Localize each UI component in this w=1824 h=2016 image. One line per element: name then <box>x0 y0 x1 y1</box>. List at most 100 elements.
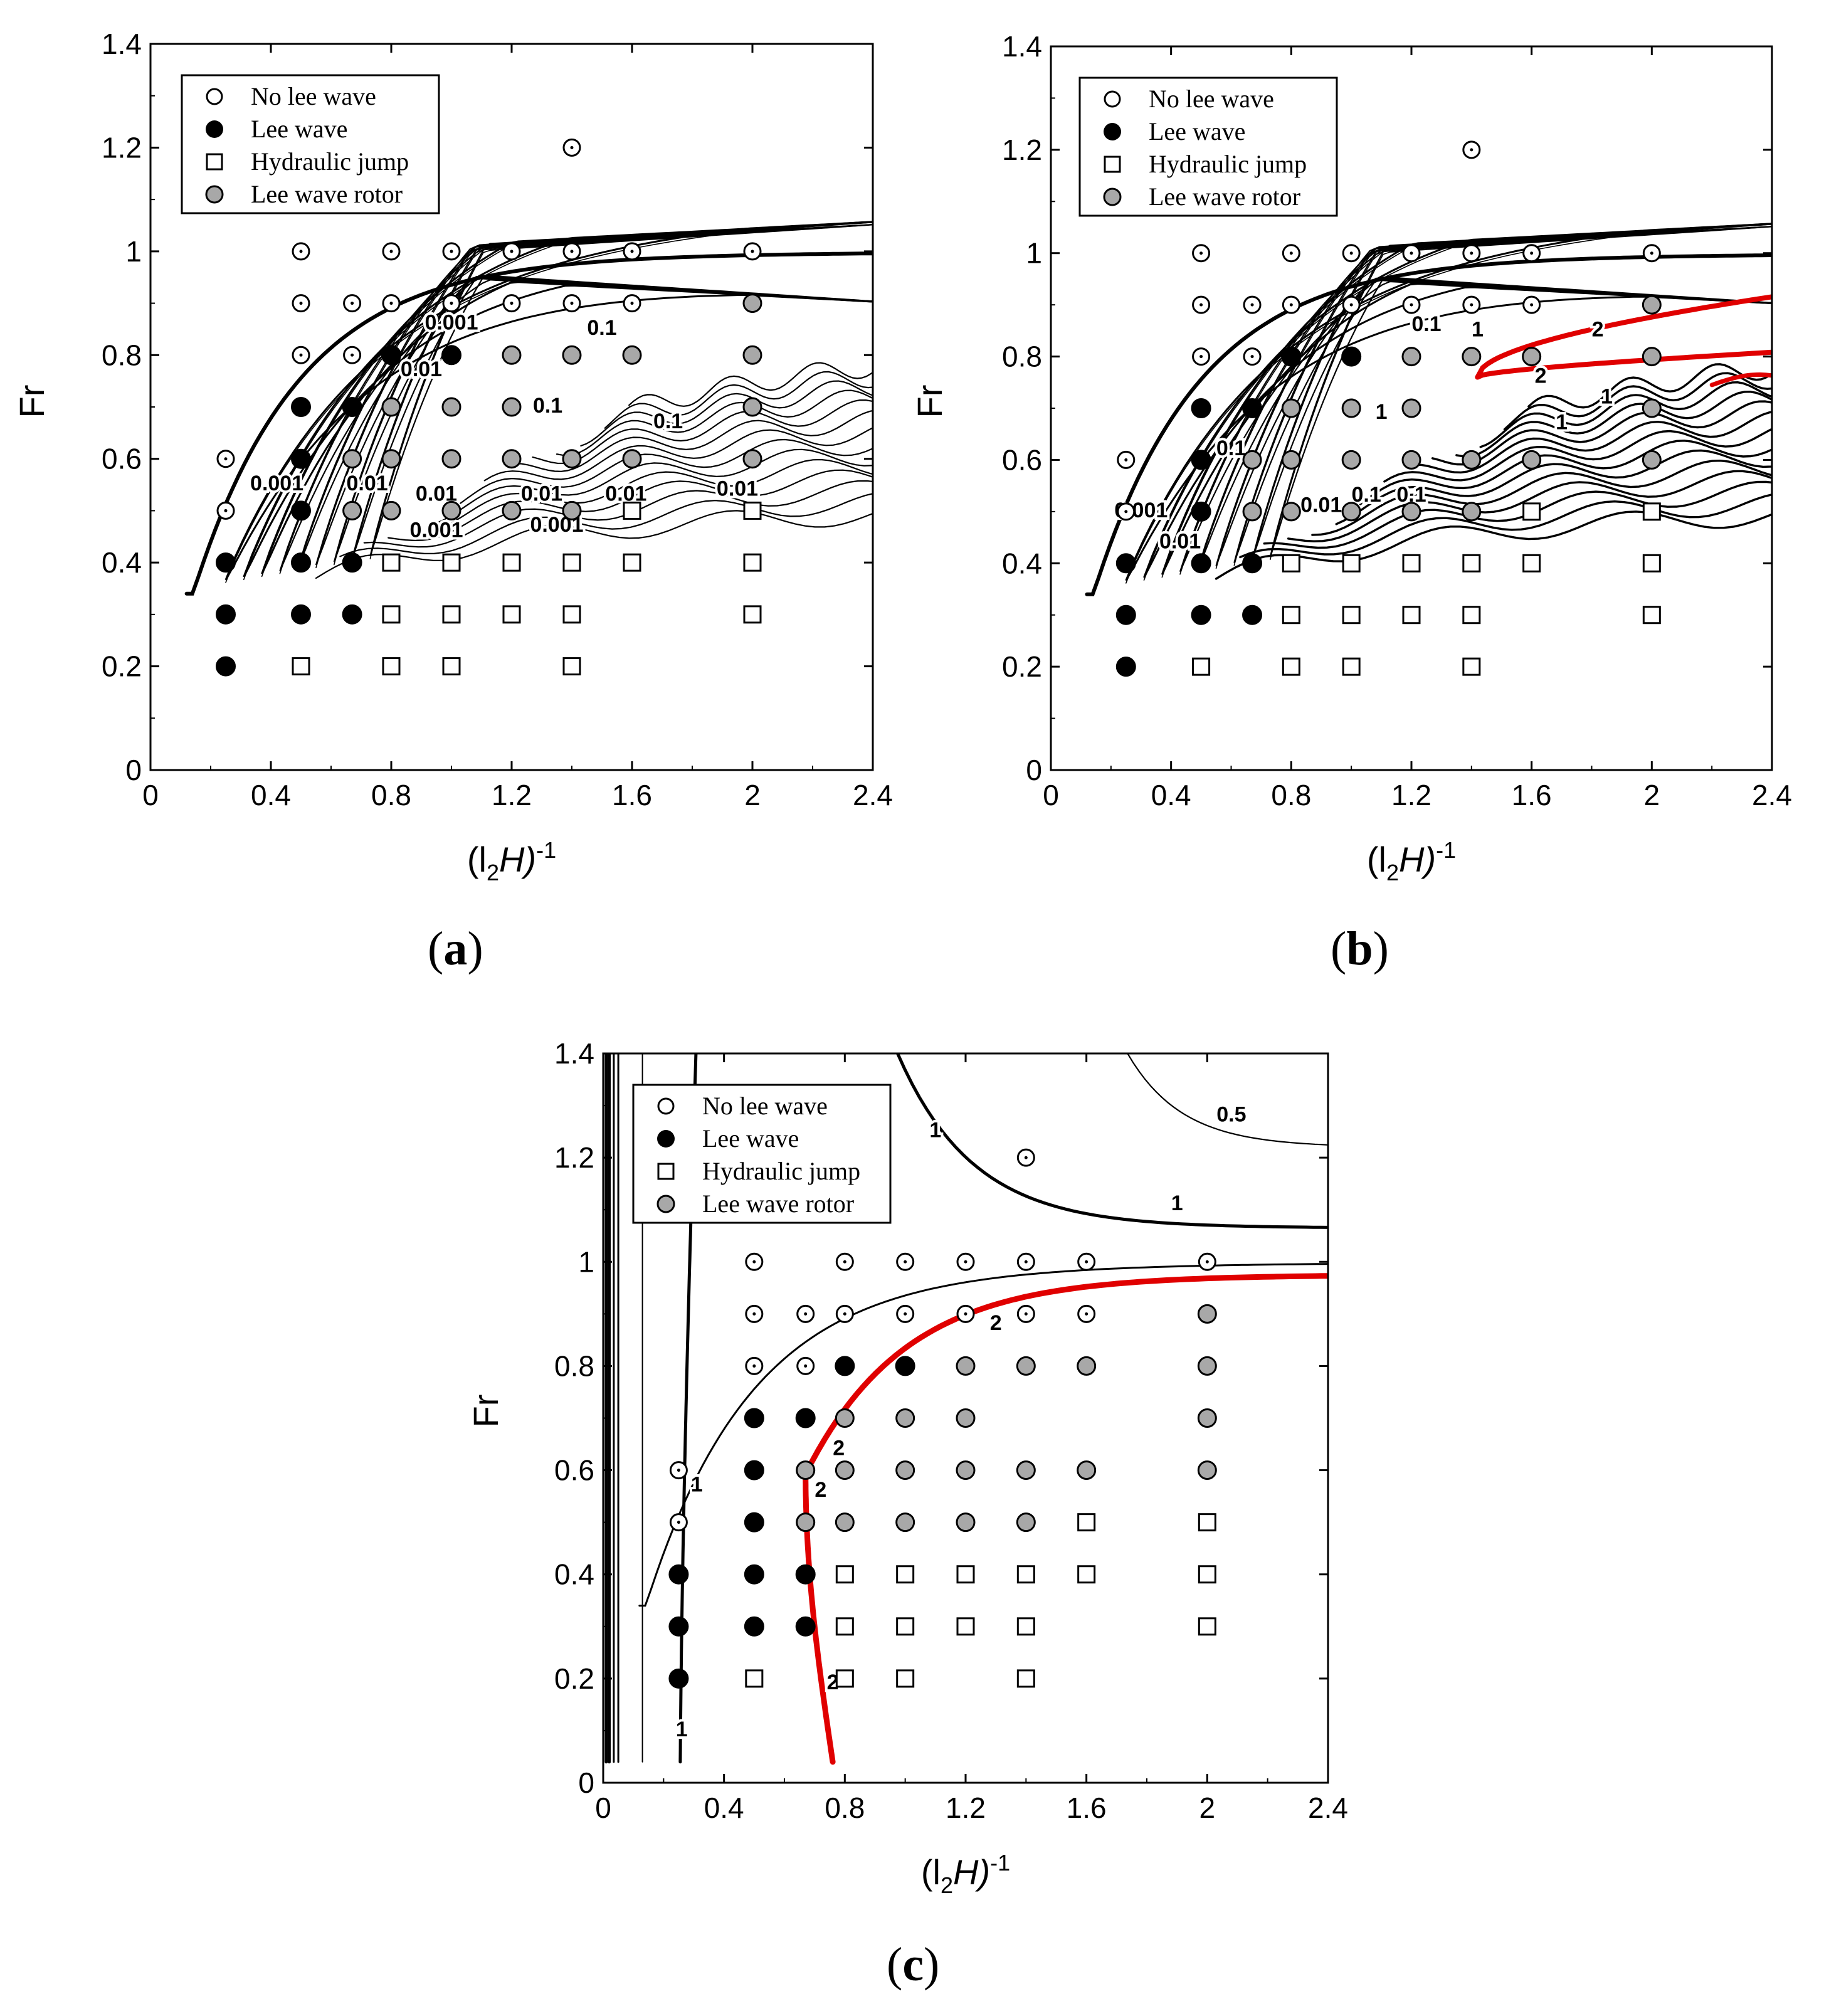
x-tick-label: 0 <box>142 779 159 811</box>
marker-lee-wave <box>342 604 362 625</box>
x-tick-label: 1.2 <box>492 779 532 811</box>
contour-label: 0.1 <box>1351 483 1381 507</box>
marker-lee-wave-rotor <box>956 1356 976 1376</box>
marker-hydraulic-jump <box>1522 502 1541 521</box>
legend-label: Lee wave rotor <box>702 1190 854 1218</box>
marker-hydraulic-jump <box>743 501 762 520</box>
marker-lee-wave <box>342 397 362 417</box>
contour-band <box>1287 470 1772 542</box>
marker-hydraulic-jump <box>1282 657 1300 676</box>
critical-label: 2 <box>1535 364 1547 388</box>
contour-label: 0.01 <box>1159 529 1201 553</box>
marker-hydraulic-jump <box>1198 1565 1216 1584</box>
marker-lee-wave <box>1341 346 1362 367</box>
legend-label: Lee wave <box>251 115 347 143</box>
contour-lobe-inner <box>1179 226 1772 575</box>
marker-lee-wave-rotor <box>1016 1356 1036 1376</box>
marker-hydraulic-jump <box>1402 554 1421 573</box>
x-tick-label: 0.8 <box>1271 779 1311 811</box>
legend-marker-lee-wave-rotor <box>1103 187 1122 206</box>
marker-hydraulic-jump <box>382 553 401 572</box>
marker-lee-wave-rotor <box>1281 450 1301 470</box>
legend-box <box>1078 77 1338 217</box>
marker-lee-wave <box>744 1564 764 1585</box>
marker-lee-wave-rotor <box>381 449 401 469</box>
marker-hydraulic-jump <box>502 605 521 624</box>
marker-no-lee-wave-dot <box>1410 303 1413 307</box>
marker-hydraulic-jump <box>1016 1617 1035 1636</box>
x-tick-label: 2 <box>1199 1792 1216 1824</box>
marker-hydraulic-jump <box>835 1565 854 1584</box>
contour-band <box>1383 428 1772 483</box>
marker-hydraulic-jump <box>743 605 762 624</box>
contour-label: 0.01 <box>347 472 388 495</box>
contour-lobe <box>1233 223 1772 563</box>
marker-lee-wave-rotor <box>1197 1408 1217 1428</box>
marker-lee-wave-rotor <box>956 1460 976 1480</box>
marker-hydraulic-jump <box>502 553 521 572</box>
marker-no-lee-wave-dot <box>389 250 393 253</box>
contour-lines <box>184 221 873 596</box>
legend-marker-lee-wave-rotor <box>205 185 224 204</box>
y-tick-label: 1 <box>125 235 142 268</box>
marker-no-lee-wave-dot <box>1289 251 1293 255</box>
x-axis-label-end: H) <box>1399 840 1436 879</box>
critical-label: 2 <box>814 1478 826 1502</box>
marker-lee-wave-rotor <box>895 1460 915 1480</box>
marker-hydraulic-jump <box>896 1669 915 1688</box>
x-axis-label: (l2H)-1 <box>467 837 556 885</box>
x-axis-label-sup: -1 <box>990 1850 1010 1876</box>
contour-lobe-inner <box>279 224 873 574</box>
marker-no-lee-wave-dot <box>843 1260 846 1264</box>
x-axis-label-sub: 2 <box>487 860 499 885</box>
x-axis-label-end: H) <box>953 1852 990 1892</box>
marker-hydraulic-jump <box>1198 1617 1216 1636</box>
marker-no-lee-wave-dot <box>351 353 354 357</box>
marker-lee-wave-rotor <box>1281 502 1301 522</box>
x-tick-label: 0.8 <box>371 779 411 811</box>
marker-no-lee-wave-dot <box>752 1260 756 1264</box>
marker-lee-wave-rotor <box>562 345 582 365</box>
marker-lee-wave-rotor <box>342 449 362 469</box>
contour-band <box>1335 449 1772 525</box>
contour-label: 0.001 <box>250 472 303 495</box>
marker-no-lee-wave-dot <box>1085 1312 1089 1316</box>
x-tick-label: 1.6 <box>1067 1792 1107 1824</box>
x-tick-label: 1.6 <box>1512 779 1552 811</box>
marker-lee-wave <box>291 448 311 469</box>
contour-label: 0.001 <box>409 518 463 542</box>
marker-lee-wave-rotor <box>622 449 642 469</box>
marker-hydraulic-jump <box>1342 657 1361 676</box>
contour-band <box>1239 493 1772 559</box>
x-axis-label-base: (l <box>1367 840 1386 879</box>
marker-lee-wave <box>1115 657 1136 677</box>
marker-no-lee-wave-dot <box>299 302 303 305</box>
marker-lee-wave-rotor <box>502 397 522 417</box>
marker-no-lee-wave-dot <box>389 302 393 305</box>
contour-label: 0.1 <box>1411 312 1441 336</box>
x-axis-label-sup: -1 <box>1436 837 1456 863</box>
marker-lee-wave-rotor <box>1341 450 1361 470</box>
contour-lines <box>1085 223 1772 596</box>
marker-lee-wave-rotor <box>1341 502 1361 522</box>
x-axis-label-base: (l <box>921 1852 941 1892</box>
contour-lobe <box>369 221 873 557</box>
contour-band <box>1311 459 1772 536</box>
y-tick-label: 1.4 <box>102 28 142 60</box>
marker-hydraulic-jump <box>1282 554 1300 573</box>
marker-no-lee-wave-dot <box>1250 355 1254 359</box>
contour-label: 1 <box>1171 1191 1183 1215</box>
marker-lee-wave-rotor <box>835 1460 855 1480</box>
marker-hydraulic-jump <box>743 553 762 572</box>
marker-no-lee-wave-dot <box>904 1312 907 1316</box>
contour-label: 1 <box>676 1718 688 1741</box>
marker-hydraulic-jump <box>382 605 401 624</box>
contour-label: 0.5 <box>1216 1103 1246 1127</box>
y-tick-label: 1 <box>1026 237 1042 270</box>
contour-band <box>339 493 873 557</box>
marker-lee-wave <box>216 552 236 573</box>
y-tick-label: 1.2 <box>1002 134 1042 166</box>
y-axis-label: Fr <box>910 385 949 418</box>
marker-hydraulic-jump <box>835 1669 854 1688</box>
